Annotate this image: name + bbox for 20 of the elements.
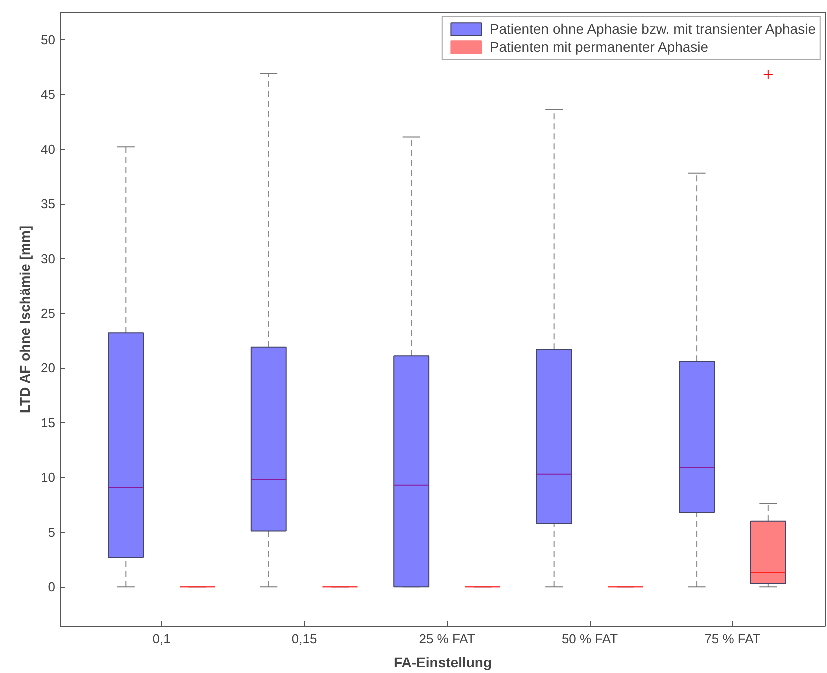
y-tick-label: 0 (48, 580, 56, 595)
y-tick-label: 20 (41, 360, 56, 376)
y-tick-label: 25 (41, 306, 56, 321)
y-axis-title: LTD AF ohne Ischämie [mm] (17, 226, 34, 414)
legend-label: Patienten mit permanenter Aphasie (490, 39, 709, 55)
x-tick-label: 75 % FAT (704, 632, 761, 646)
y-tick-label: 40 (41, 142, 56, 157)
x-tick-label: 50 % FAT (562, 632, 618, 646)
y-tick-label: 15 (41, 415, 56, 430)
y-tick-label: 50 (41, 32, 56, 48)
x-tick-label: 25 % FAT (419, 632, 476, 646)
y-tick-label: 45 (41, 87, 56, 102)
y-tick-label: 5 (48, 524, 56, 540)
y-tick-label: 35 (41, 196, 56, 212)
y-tick-label: 30 (41, 251, 56, 266)
x-tick-label: 0,15 (292, 632, 318, 646)
y-tick-label: 10 (41, 470, 56, 486)
x-tick-label: 0,1 (152, 632, 171, 646)
x-axis-title: FA-Einstellung (394, 654, 492, 670)
legend-label: Patienten ohne Aphasie bzw. mit transienter Aphasie (490, 21, 816, 37)
